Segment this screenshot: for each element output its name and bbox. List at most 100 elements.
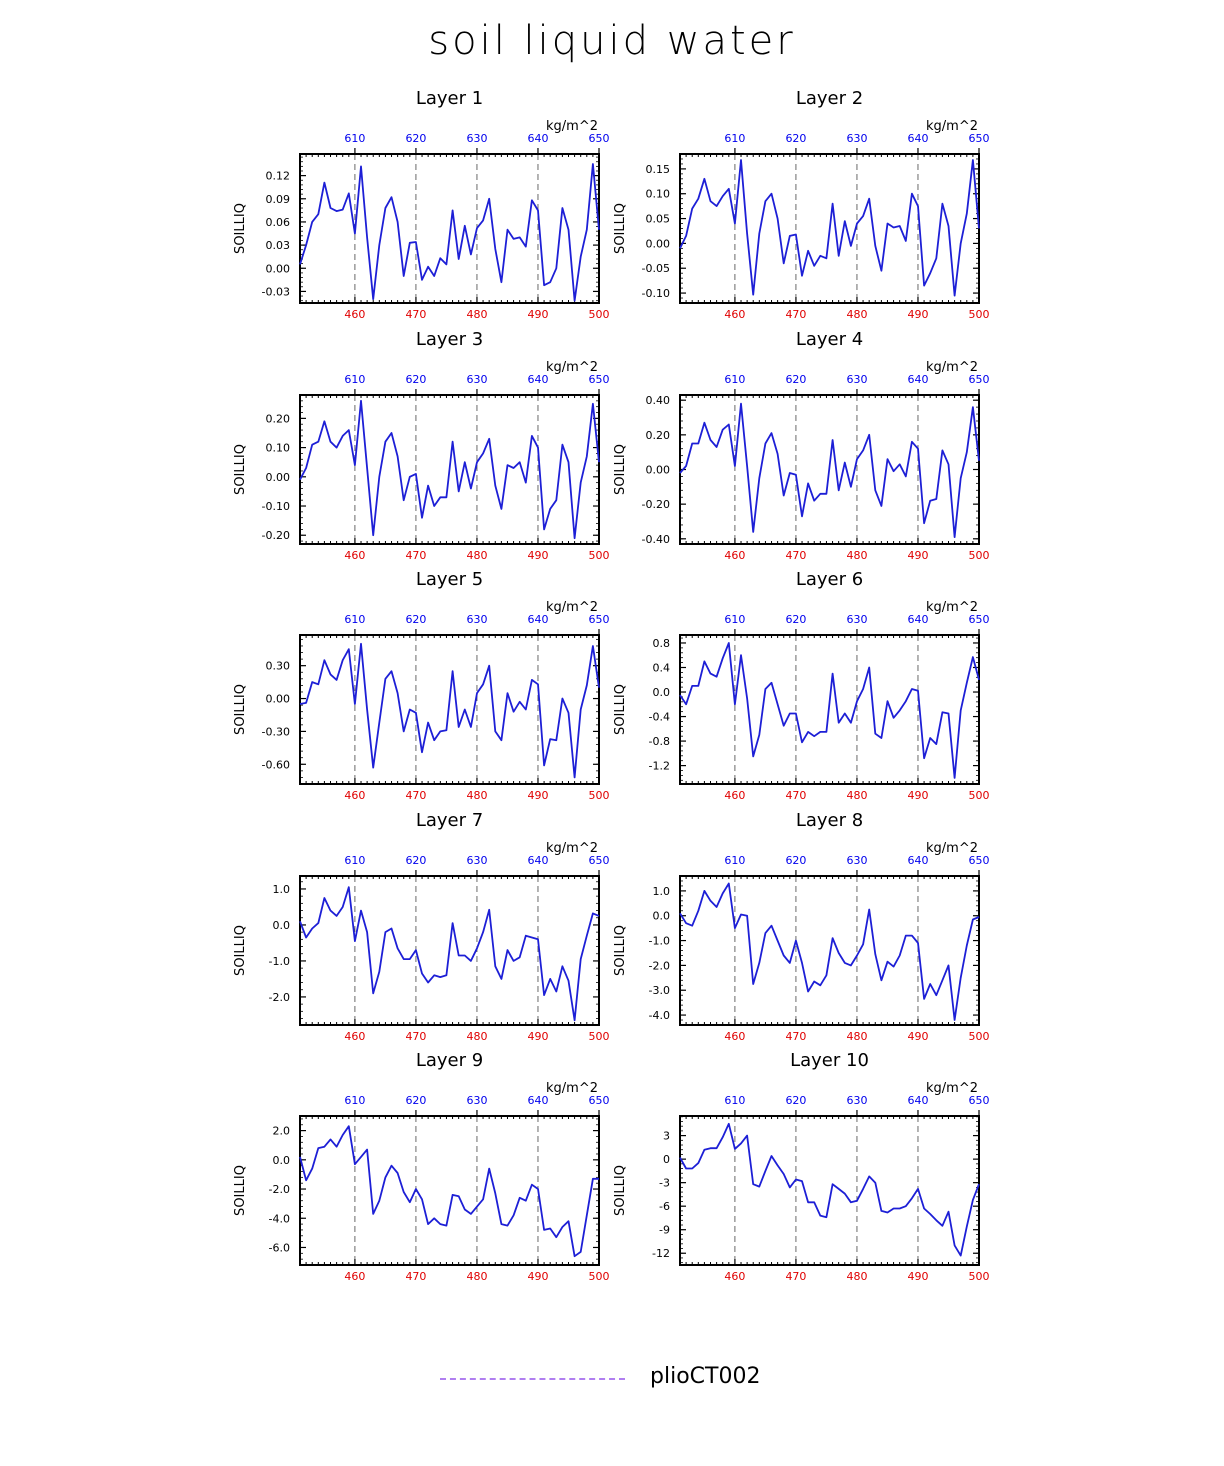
- y-tick-label: -1.2: [649, 760, 670, 773]
- x-tick-label: 490: [527, 1030, 548, 1043]
- y-tick-label: 0.00: [646, 464, 671, 477]
- x-tick-label: 500: [969, 308, 990, 321]
- y-tick-label: -0.20: [642, 498, 670, 511]
- top-axis-units: kg/m^2: [926, 360, 978, 375]
- x-tick-label: 470: [405, 549, 426, 562]
- series-line: [679, 159, 980, 297]
- top-tick-label: 620: [785, 373, 806, 386]
- top-tick-label: 620: [785, 1094, 806, 1107]
- x-tick-label: 460: [724, 308, 745, 321]
- x-tick-label: 490: [527, 308, 548, 321]
- y-tick-label: -0.60: [262, 758, 290, 771]
- x-tick-label: 470: [405, 1270, 426, 1283]
- top-tick-label: 610: [724, 132, 745, 145]
- y-axis-label: SOILLIQ: [233, 444, 248, 495]
- series-line: [299, 163, 600, 302]
- top-axis-units: kg/m^2: [546, 119, 598, 134]
- x-tick-label: 460: [344, 1270, 365, 1283]
- top-tick-label: 650: [969, 613, 990, 626]
- x-tick-label: 500: [969, 1030, 990, 1043]
- top-tick-label: 640: [527, 1094, 548, 1107]
- series-line: [299, 642, 600, 779]
- top-tick-label: 630: [846, 613, 867, 626]
- x-tick-label: 480: [846, 308, 867, 321]
- panel-title: Layer 3: [416, 329, 483, 350]
- top-tick-label: 640: [527, 373, 548, 386]
- x-tick-label: 460: [344, 1030, 365, 1043]
- panel-title: Layer 9: [416, 1050, 483, 1071]
- x-tick-label: 500: [969, 789, 990, 802]
- x-tick-label: 500: [589, 549, 610, 562]
- panel-title: Layer 4: [796, 329, 863, 350]
- y-axis-label: SOILLIQ: [613, 684, 628, 735]
- panel-title: Layer 5: [416, 569, 483, 590]
- plot-frame: [679, 634, 980, 785]
- top-tick-label: 650: [969, 1094, 990, 1107]
- x-tick-label: 480: [846, 549, 867, 562]
- y-tick-label: 0.4: [653, 661, 671, 674]
- panel-title: Layer 6: [796, 569, 863, 590]
- top-tick-label: 640: [907, 1094, 928, 1107]
- top-tick-label: 650: [589, 132, 610, 145]
- y-tick-label: -9: [659, 1224, 670, 1237]
- y-tick-label: 2.0: [273, 1125, 291, 1138]
- y-tick-label: 0.40: [646, 394, 671, 407]
- y-tick-label: -0.8: [649, 735, 670, 748]
- y-tick-label: 0.0: [653, 910, 671, 923]
- x-tick-label: 460: [724, 1030, 745, 1043]
- top-tick-label: 640: [907, 132, 928, 145]
- x-tick-label: 470: [405, 1030, 426, 1043]
- y-tick-label: 0.00: [266, 262, 291, 275]
- top-tick-label: 610: [724, 613, 745, 626]
- x-tick-label: 460: [724, 1270, 745, 1283]
- x-tick-label: 500: [969, 549, 990, 562]
- y-tick-label: -0.30: [262, 725, 290, 738]
- y-tick-label: -0.40: [642, 533, 670, 546]
- top-tick-label: 620: [785, 613, 806, 626]
- y-tick-label: 1.0: [653, 885, 671, 898]
- top-tick-label: 650: [589, 854, 610, 867]
- y-tick-label: -3: [659, 1177, 670, 1190]
- x-tick-label: 470: [405, 789, 426, 802]
- top-tick-label: 650: [589, 1094, 610, 1107]
- top-tick-label: 640: [907, 373, 928, 386]
- top-tick-label: 650: [969, 854, 990, 867]
- x-tick-label: 500: [969, 1270, 990, 1283]
- top-tick-label: 610: [724, 373, 745, 386]
- chart-panel-10: Layer 10 kg/m^2 SOILLIQ 460 610 470 620 480 630 4…: [613, 1050, 990, 1283]
- top-tick-label: 610: [344, 373, 365, 386]
- y-tick-label: -0.10: [262, 500, 290, 513]
- y-axis-label: SOILLIQ: [613, 444, 628, 495]
- series-line: [299, 886, 600, 1022]
- top-tick-label: 640: [907, 854, 928, 867]
- plot-frame: [299, 153, 600, 304]
- x-tick-label: 480: [846, 789, 867, 802]
- plot-frame: [679, 1115, 980, 1266]
- top-tick-label: 630: [846, 1094, 867, 1107]
- x-tick-label: 460: [724, 549, 745, 562]
- y-tick-label: 0.09: [266, 193, 291, 206]
- y-tick-label: 0.12: [266, 170, 291, 183]
- y-tick-label: -4.0: [269, 1212, 290, 1225]
- top-tick-label: 650: [589, 613, 610, 626]
- series-line: [679, 1122, 980, 1257]
- series-line: [299, 399, 600, 540]
- top-tick-label: 640: [527, 613, 548, 626]
- x-tick-label: 490: [907, 1030, 928, 1043]
- y-tick-label: -0.20: [262, 529, 290, 542]
- x-tick-label: 470: [405, 308, 426, 321]
- y-tick-label: 0.05: [646, 213, 671, 226]
- top-tick-label: 630: [846, 854, 867, 867]
- legend-label: plioCT002: [650, 1364, 761, 1389]
- figure-title: soil liquid water: [428, 18, 796, 64]
- top-tick-label: 630: [466, 854, 487, 867]
- y-tick-label: -0.03: [262, 285, 290, 298]
- x-tick-label: 460: [344, 308, 365, 321]
- x-tick-label: 480: [846, 1030, 867, 1043]
- top-axis-units: kg/m^2: [546, 600, 598, 615]
- plot-frame: [299, 1115, 600, 1266]
- top-axis-units: kg/m^2: [546, 1081, 598, 1096]
- plot-frame: [679, 875, 980, 1026]
- y-tick-label: -0.05: [642, 262, 670, 275]
